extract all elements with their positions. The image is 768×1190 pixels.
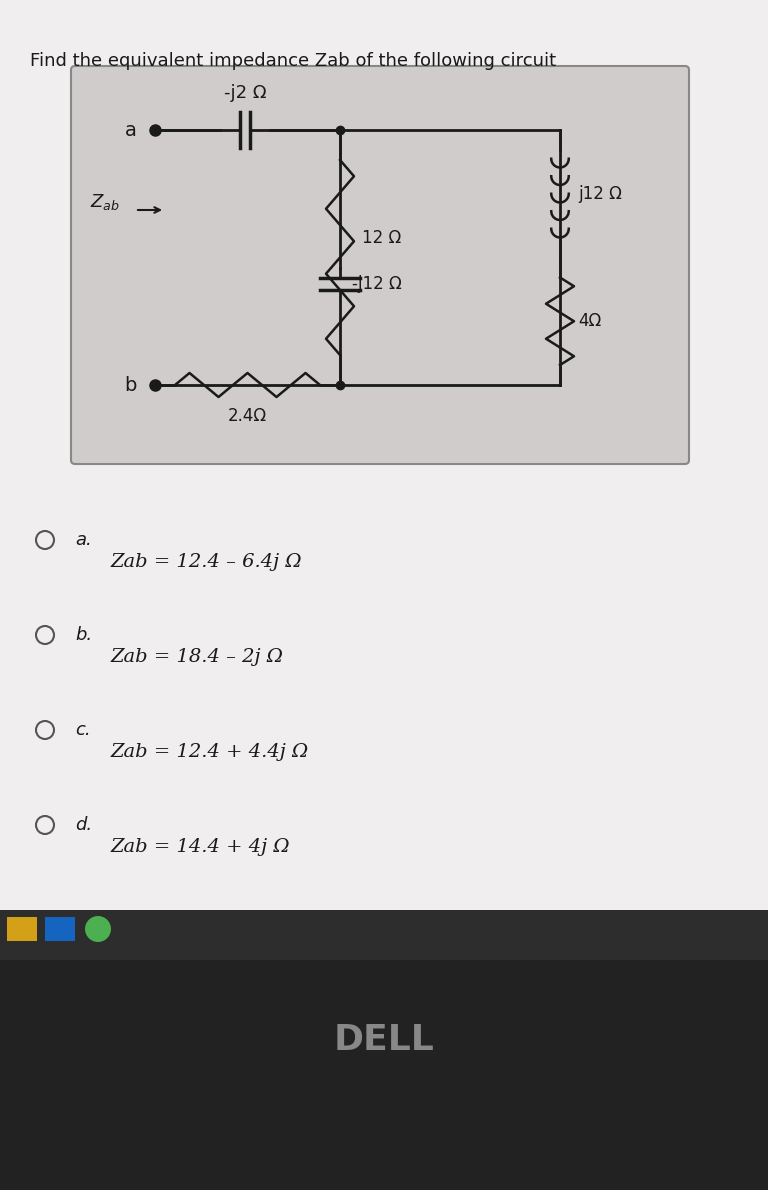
Text: Find the equivalent impedance Zab of the following circuit: Find the equivalent impedance Zab of the…	[30, 52, 556, 70]
Text: Zab = 14.4 + 4j Ω: Zab = 14.4 + 4j Ω	[110, 838, 290, 856]
Text: DELL: DELL	[333, 1023, 435, 1057]
Text: Zab = 18.4 – 2j Ω: Zab = 18.4 – 2j Ω	[110, 649, 283, 666]
Text: c.: c.	[75, 721, 91, 739]
Bar	[0, 960, 768, 1190]
Bar	[0, 910, 768, 960]
FancyBboxPatch shape	[18, 30, 750, 520]
Text: Zab = 12.4 – 6.4j Ω: Zab = 12.4 – 6.4j Ω	[110, 553, 302, 571]
Text: -j2 Ω: -j2 Ω	[223, 84, 266, 102]
Circle shape	[85, 916, 111, 942]
Text: 4Ω: 4Ω	[578, 312, 601, 331]
Text: Zab = 12.4 + 4.4j Ω: Zab = 12.4 + 4.4j Ω	[110, 743, 308, 760]
FancyBboxPatch shape	[7, 917, 37, 941]
FancyBboxPatch shape	[71, 65, 689, 464]
Text: -j12 Ω: -j12 Ω	[352, 275, 402, 293]
FancyBboxPatch shape	[45, 917, 75, 941]
Text: 2.4Ω: 2.4Ω	[228, 407, 267, 425]
Text: b.: b.	[75, 626, 92, 644]
Text: a: a	[125, 120, 137, 139]
Text: d.: d.	[75, 816, 92, 834]
Text: j12 Ω: j12 Ω	[578, 184, 622, 202]
Text: $Z_{ab}$: $Z_{ab}$	[90, 192, 120, 212]
Text: 12 Ω: 12 Ω	[362, 228, 401, 246]
Text: b: b	[124, 376, 137, 395]
Text: a.: a.	[75, 531, 91, 549]
